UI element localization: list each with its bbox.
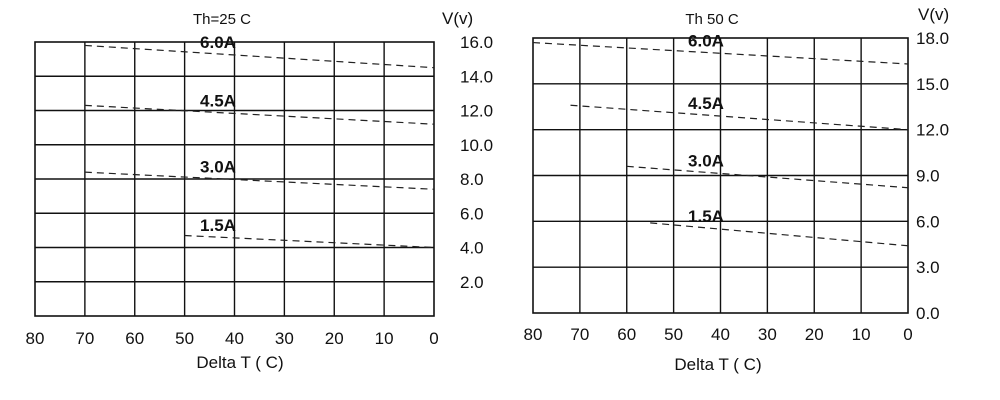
series-line [650,222,909,247]
y-tick-label: 3.0 [916,258,940,277]
x-tick-label: 60 [125,329,144,348]
y-tick-label: 9.0 [916,167,940,186]
x-tick-label: 30 [275,329,294,348]
x-tick-label: 20 [325,329,344,348]
plot-frame [34,41,435,317]
y-tick-label: 18.0 [916,29,949,48]
y-tick-label: 12.0 [460,102,493,121]
series-line [184,234,435,249]
series-label: 3.0A [688,151,724,170]
chart-title: Th 50 C [685,11,739,28]
x-tick-label: 30 [758,325,777,344]
series-label: 3.0A [200,158,236,177]
x-tick-label: 40 [711,325,730,344]
y-tick-label: 15.0 [916,75,949,94]
series-line [84,171,435,190]
series-label: 1.5A [200,216,236,235]
series-line [532,41,909,65]
x-axis-label: Delta T ( C) [196,353,283,372]
x-tick-label: 40 [225,329,244,348]
y-tick-label: 14.0 [460,67,493,86]
y-tick-label: 4.0 [460,239,484,258]
y-axis-label: V(v) [918,5,949,24]
x-tick-label: 0 [903,325,912,344]
x-tick-label: 70 [75,329,94,348]
y-tick-label: 6.0 [460,204,484,223]
y-tick-label: 0.0 [916,304,940,323]
series-label: 4.5A [200,92,236,111]
x-tick-label: 20 [805,325,824,344]
series-label: 1.5A [688,207,724,226]
y-tick-label: 6.0 [916,212,940,231]
x-tick-label: 50 [664,325,683,344]
x-tick-label: 10 [852,325,871,344]
x-tick-label: 60 [617,325,636,344]
x-tick-label: 70 [570,325,589,344]
x-tick-label: 80 [26,329,45,348]
y-tick-label: 16.0 [460,33,493,52]
series-line [570,104,909,131]
x-tick-label: 10 [375,329,394,348]
chart-th25: Th=25 C V(v) Delta T ( C) 80 70 60 50 40 30 20 10 0… [26,9,494,372]
y-tick-label: 10.0 [460,136,493,155]
x-axis-label: Delta T ( C) [674,355,761,374]
series-line [84,44,435,69]
series-label: 6.0A [688,31,724,50]
y-tick-label: 8.0 [460,170,484,189]
x-tick-label: 50 [175,329,194,348]
y-axis-label: V(v) [442,9,473,28]
series-label: 4.5A [688,94,724,113]
y-tick-label: 12.0 [916,121,949,140]
series-label: 6.0A [200,33,236,52]
x-tick-label: 80 [524,325,543,344]
series-line [84,104,435,125]
x-tick-label: 0 [429,329,438,348]
y-tick-label: 2.0 [460,273,484,292]
chart-title: Th=25 C [193,11,251,28]
chart-th50: Th 50 C V(v) Delta T ( C) 80 70 60 50 40 30 20 10 0… [524,5,950,374]
plot-frame [532,37,909,314]
